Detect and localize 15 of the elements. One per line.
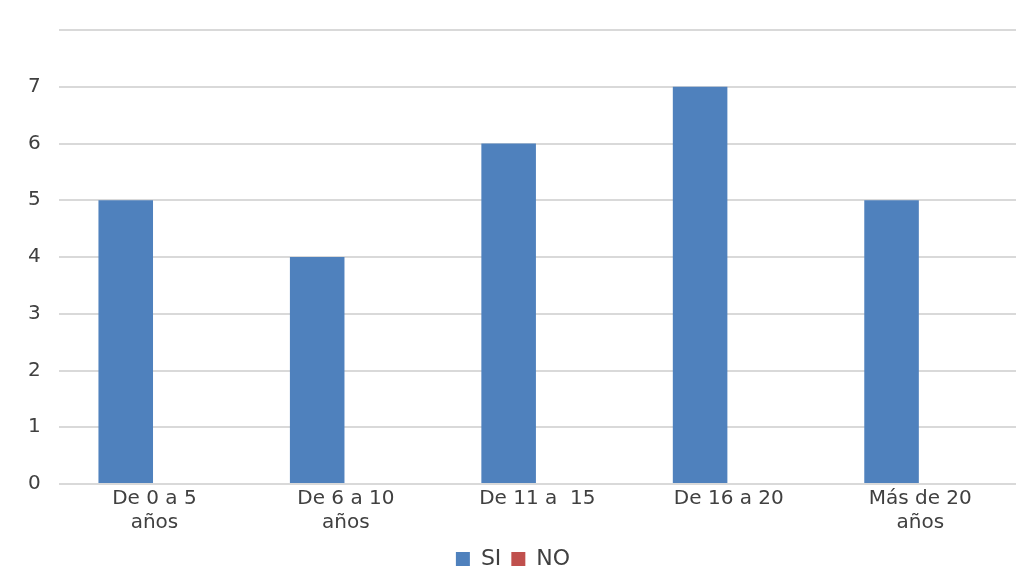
y-tick-label: 2 <box>27 356 41 381</box>
x-tick-label: De 0 a 5 años <box>112 485 197 534</box>
legend-label: NO <box>536 544 571 570</box>
legend-label: SI <box>480 544 502 570</box>
y-tick-label: 1 <box>27 413 41 438</box>
y-tick-label: 5 <box>27 186 41 211</box>
x-tick-label: De 6 a 10 años <box>297 485 395 534</box>
y-tick-label: 4 <box>27 243 41 268</box>
y-tick-label: 0 <box>27 470 41 495</box>
y-tick-label: 6 <box>27 129 41 154</box>
x-tick-label: De 16 a 20 <box>673 485 784 510</box>
y-tick-label: 3 <box>27 299 41 324</box>
x-tick-label: Más de 20 años <box>868 485 972 534</box>
x-tick-label: De 11 a 15 <box>479 485 596 510</box>
y-tick-label: 7 <box>27 72 41 97</box>
